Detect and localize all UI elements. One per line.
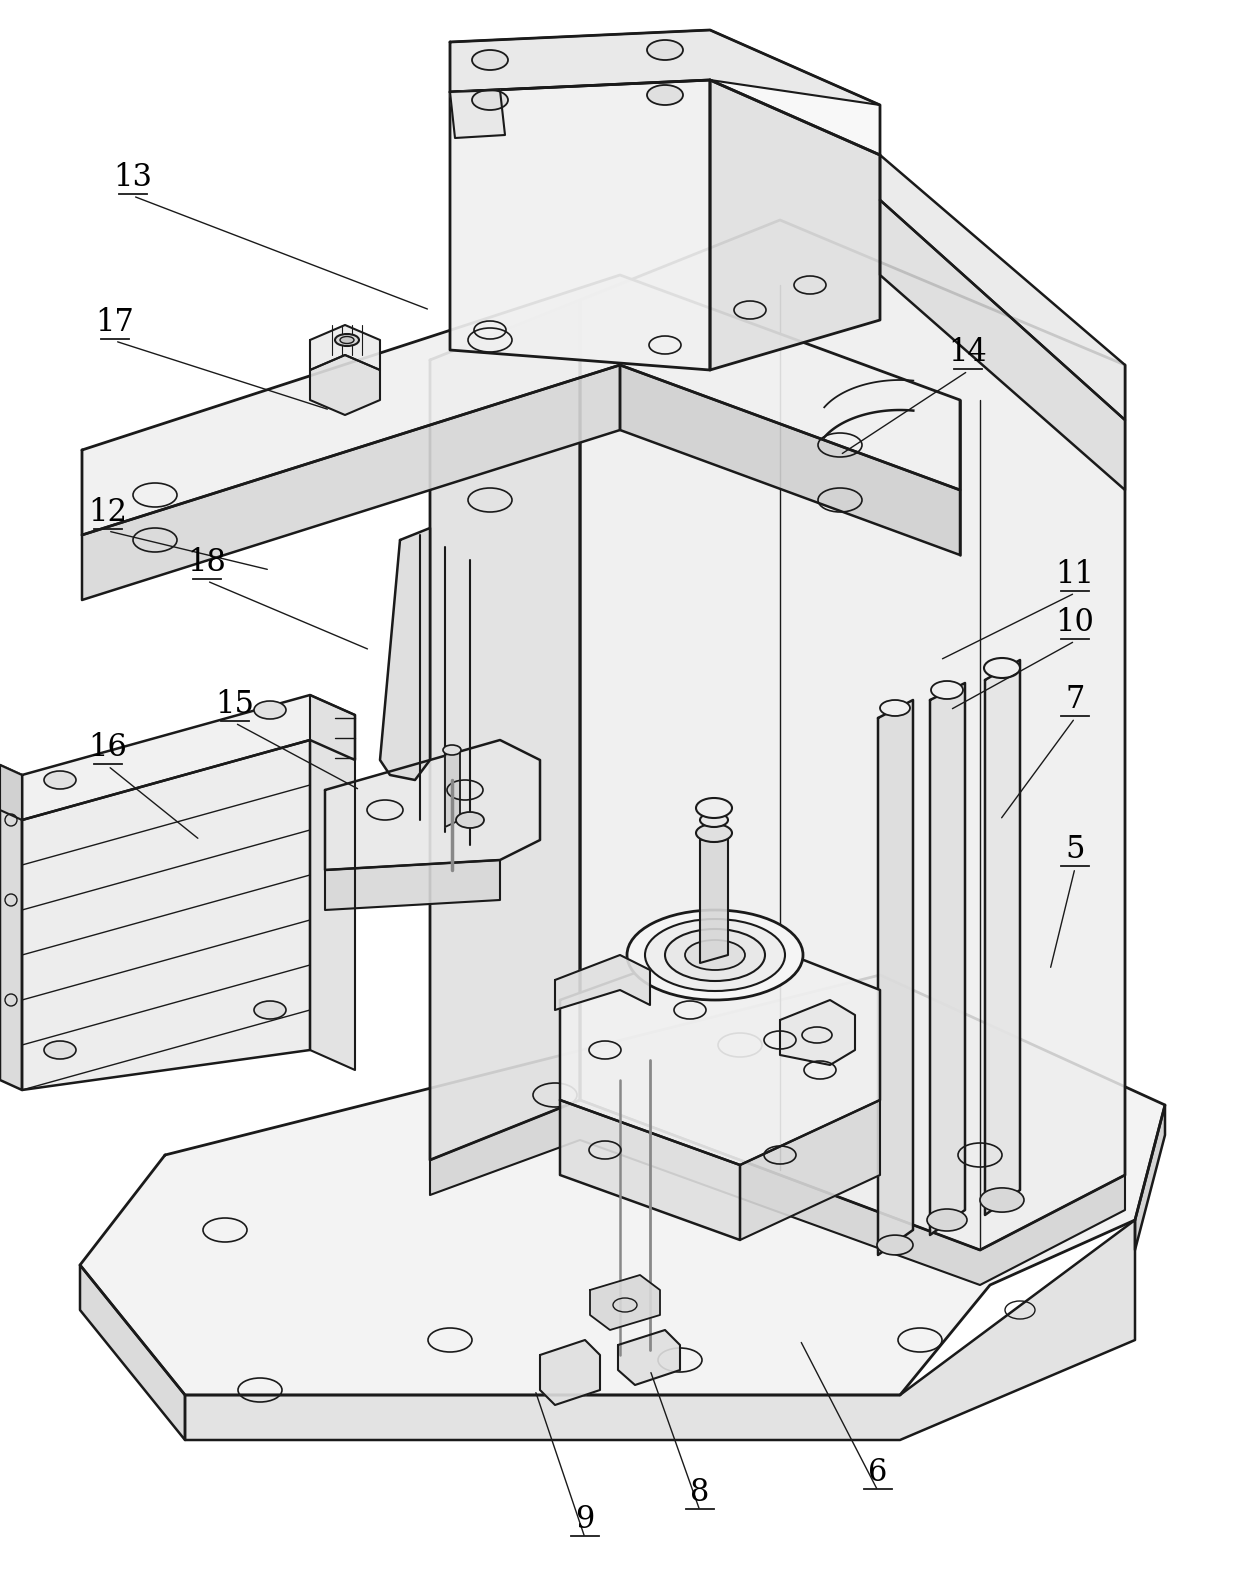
Ellipse shape <box>472 90 508 110</box>
Ellipse shape <box>701 813 728 827</box>
Ellipse shape <box>456 813 484 828</box>
Text: 8: 8 <box>691 1477 709 1509</box>
Polygon shape <box>310 325 379 369</box>
Polygon shape <box>930 683 965 1236</box>
Polygon shape <box>880 200 1125 491</box>
Ellipse shape <box>877 1236 913 1255</box>
Polygon shape <box>539 1340 600 1404</box>
Polygon shape <box>22 694 355 821</box>
Polygon shape <box>450 80 711 369</box>
Polygon shape <box>878 701 913 1255</box>
Ellipse shape <box>647 39 683 60</box>
Text: 9: 9 <box>575 1504 595 1535</box>
Polygon shape <box>560 1100 740 1240</box>
Polygon shape <box>740 1100 880 1240</box>
Ellipse shape <box>696 798 732 817</box>
Text: 12: 12 <box>88 497 128 529</box>
Polygon shape <box>450 90 505 137</box>
Text: 7: 7 <box>1065 683 1085 715</box>
Ellipse shape <box>665 929 765 982</box>
Ellipse shape <box>472 50 508 69</box>
Ellipse shape <box>335 335 360 346</box>
Text: 14: 14 <box>949 338 987 368</box>
Polygon shape <box>560 936 880 1165</box>
Polygon shape <box>1135 1105 1166 1250</box>
Polygon shape <box>325 860 500 911</box>
Polygon shape <box>620 365 960 555</box>
Text: 13: 13 <box>114 163 153 193</box>
Text: 10: 10 <box>1055 608 1095 638</box>
Polygon shape <box>450 30 880 155</box>
Ellipse shape <box>340 336 353 344</box>
Ellipse shape <box>254 1000 286 1019</box>
Polygon shape <box>985 660 1021 1215</box>
Ellipse shape <box>443 745 461 754</box>
Text: 17: 17 <box>95 308 134 338</box>
Polygon shape <box>780 1000 856 1065</box>
Ellipse shape <box>928 1209 967 1231</box>
Ellipse shape <box>645 918 785 991</box>
Polygon shape <box>430 300 580 1160</box>
Ellipse shape <box>43 772 76 789</box>
Polygon shape <box>185 1220 1135 1441</box>
Polygon shape <box>310 355 379 415</box>
Polygon shape <box>556 955 650 1010</box>
Text: 15: 15 <box>216 690 254 720</box>
Polygon shape <box>379 529 430 780</box>
Polygon shape <box>325 740 539 869</box>
Polygon shape <box>701 833 728 963</box>
Ellipse shape <box>880 701 910 716</box>
Ellipse shape <box>931 682 963 699</box>
Ellipse shape <box>684 940 745 970</box>
Polygon shape <box>445 748 460 827</box>
Text: 11: 11 <box>1055 559 1095 590</box>
Polygon shape <box>711 80 880 369</box>
Polygon shape <box>0 765 22 1090</box>
Polygon shape <box>880 155 1125 420</box>
Ellipse shape <box>627 911 804 1000</box>
Ellipse shape <box>647 85 683 106</box>
Ellipse shape <box>980 1188 1024 1212</box>
Polygon shape <box>81 975 1166 1395</box>
Polygon shape <box>580 219 1125 1250</box>
Polygon shape <box>450 30 880 106</box>
Text: 6: 6 <box>868 1456 888 1488</box>
Polygon shape <box>82 275 960 535</box>
Text: 5: 5 <box>1065 835 1085 865</box>
Ellipse shape <box>254 701 286 720</box>
Ellipse shape <box>696 824 732 843</box>
Polygon shape <box>310 694 355 1070</box>
Text: 16: 16 <box>88 732 128 764</box>
Ellipse shape <box>985 658 1021 679</box>
Polygon shape <box>82 365 620 600</box>
Polygon shape <box>430 1100 1125 1284</box>
Polygon shape <box>618 1330 680 1385</box>
Polygon shape <box>590 1275 660 1330</box>
Polygon shape <box>81 1266 185 1441</box>
Ellipse shape <box>43 1041 76 1059</box>
Text: 18: 18 <box>187 548 227 578</box>
Polygon shape <box>0 765 22 821</box>
Polygon shape <box>22 740 310 1090</box>
